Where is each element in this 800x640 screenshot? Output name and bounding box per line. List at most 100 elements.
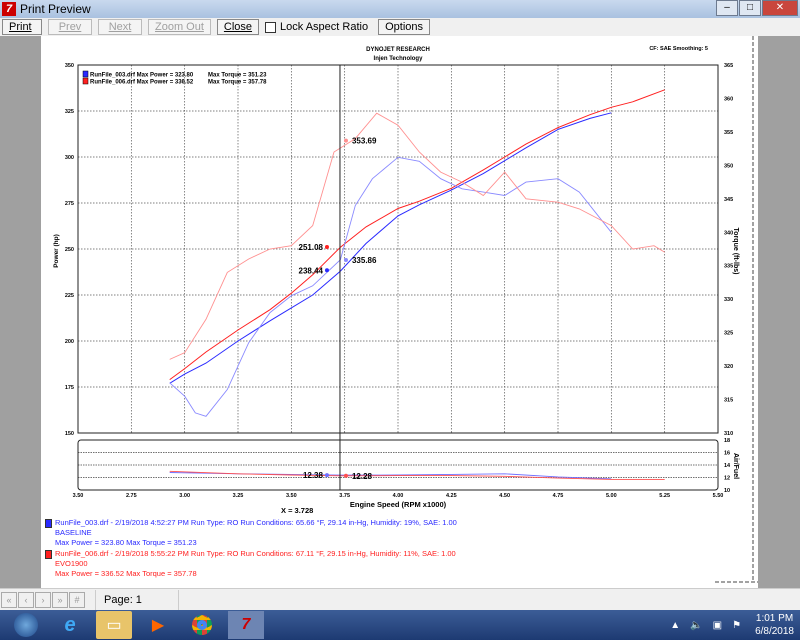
y2-tick-label: 345: [724, 197, 733, 203]
run-003-details: RunFile_003.drf - 2/19/2018 4:52:27 PM R…: [55, 518, 457, 527]
network-icon[interactable]: ▣: [712, 619, 723, 631]
marker-label-afr_006: 12.28: [352, 472, 373, 481]
y-tick-label: 175: [65, 385, 74, 391]
lock-aspect-label: Lock Aspect Ratio: [280, 21, 369, 33]
media-player-icon[interactable]: ▶: [151, 617, 165, 634]
volume-icon[interactable]: 🔈: [690, 619, 703, 631]
y-tick-label: 250: [65, 247, 74, 253]
run-info-006: RunFile_006.drf - 2/19/2018 5:55:22 PM R…: [45, 549, 456, 579]
curve-torque_003: [169, 156, 612, 417]
x-tick-label: 4.25: [446, 493, 457, 499]
y2-tick-label: 335: [724, 264, 733, 270]
checkbox-box[interactable]: [265, 21, 277, 33]
cursor-x-readout: X = 3.728: [281, 506, 313, 515]
y3-axis-label: Air/Fuel: [732, 453, 739, 479]
y2-tick-label: 330: [724, 297, 733, 303]
marker-power_006: [324, 245, 329, 250]
report-title: DYNOJET RESEARCH: [366, 47, 430, 53]
y2-tick-label: 355: [724, 130, 733, 136]
options-button[interactable]: Options: [378, 19, 431, 35]
window-title: Print Preview: [20, 2, 91, 16]
marker-label-torque_006: 353.69: [352, 137, 377, 146]
y-tick-label: 200: [65, 339, 74, 345]
legend-006-torque: Max Torque = 357.78: [208, 80, 267, 86]
title-bar: 7 Print Preview – □ ✕: [0, 0, 800, 18]
y-tick-label: 275: [65, 201, 74, 207]
dynojet-app-icon[interactable]: 7: [228, 611, 264, 639]
marker-power_003: [324, 268, 329, 273]
next-button[interactable]: Next: [98, 19, 142, 35]
main-plot-frame: [77, 64, 719, 434]
dyno-chart: DYNOJET RESEARCH Injen Technology CF: SA…: [53, 36, 758, 583]
y2-tick-label: 320: [724, 364, 733, 370]
taskbar: e ▭ ▶ 7 ▲ 🔈 ▣ ⚑ 1:01 PM 6/8/2018: [0, 610, 800, 640]
x-tick-label: 3.00: [179, 493, 190, 499]
marker-torque_003: [343, 257, 348, 262]
clock[interactable]: 1:01 PM 6/8/2018: [755, 612, 794, 638]
minimize-button[interactable]: –: [716, 0, 738, 16]
x-tick-label: 4.50: [499, 493, 510, 499]
prev-button[interactable]: Prev: [48, 19, 92, 35]
x-tick-label: 3.25: [233, 493, 244, 499]
x-tick-label: 4.75: [553, 493, 564, 499]
y2-tick-label: 315: [724, 398, 733, 404]
curve-power_003: [169, 112, 612, 384]
last-page-button[interactable]: »: [52, 591, 68, 608]
goto-page-button[interactable]: #: [69, 591, 85, 608]
run-info-003: RunFile_003.drf - 2/19/2018 4:52:27 PM R…: [45, 518, 457, 548]
x-tick-label: 4.00: [393, 493, 404, 499]
toolbar: Print Prev Next Zoom Out Close Lock Aspe…: [0, 18, 800, 36]
report-subtitle: Injen Technology: [374, 56, 424, 62]
zoom-out-button[interactable]: Zoom Out: [148, 19, 211, 35]
y2-tick-label: 350: [724, 163, 733, 169]
legend-swatch-003: [82, 70, 89, 78]
chrome-icon[interactable]: [184, 611, 220, 639]
print-button[interactable]: Print: [2, 19, 42, 35]
status-bar: « ‹ › » # Page: 1: [0, 588, 800, 610]
close-button[interactable]: Close: [216, 19, 260, 35]
y3-tick-label: 10: [724, 488, 730, 494]
marker-afr_003: [324, 473, 329, 478]
run-006-details: RunFile_006.drf - 2/19/2018 5:55:22 PM R…: [55, 549, 456, 558]
curve-power_006: [169, 89, 665, 381]
curve-torque_006: [169, 112, 665, 360]
print-page: DYNOJET RESEARCH Injen Technology CF: SA…: [41, 36, 758, 588]
y-tick-label: 225: [65, 293, 74, 299]
x-tick-label: 2.75: [126, 493, 137, 499]
y3-tick-label: 16: [724, 451, 730, 457]
x-tick-label: 5.00: [606, 493, 617, 499]
tray-expand-icon[interactable]: ▲: [670, 619, 681, 631]
run-006-name: EVO1900: [55, 559, 88, 568]
x-axis-label: Engine Speed (RPM x1000): [350, 500, 447, 509]
legend-swatch-006: [82, 77, 89, 85]
clock-time: 1:01 PM: [755, 613, 794, 624]
y-tick-label: 350: [65, 63, 74, 69]
close-window-button[interactable]: ✕: [762, 0, 798, 16]
y3-tick-label: 14: [724, 463, 731, 469]
next-page-button[interactable]: ›: [35, 591, 51, 608]
internet-explorer-icon[interactable]: e: [64, 613, 76, 636]
x-tick-label: 5.25: [659, 493, 670, 499]
start-button[interactable]: [8, 611, 44, 639]
y-tick-label: 300: [65, 155, 74, 161]
y-tick-label: 325: [65, 109, 74, 115]
prev-page-button[interactable]: ‹: [18, 591, 34, 608]
action-center-flag-icon[interactable]: ⚑: [732, 619, 742, 631]
app-logo-icon: 7: [2, 2, 16, 16]
clock-date: 6/8/2018: [755, 626, 794, 637]
y2-tick-label: 325: [724, 331, 733, 337]
file-explorer-icon[interactable]: ▭: [96, 611, 132, 639]
lock-aspect-checkbox[interactable]: Lock Aspect Ratio: [265, 21, 368, 33]
maximize-button[interactable]: □: [739, 0, 761, 16]
marker-label-torque_003: 335.86: [352, 256, 377, 265]
y2-tick-label: 310: [724, 431, 733, 437]
marker-afr_006: [343, 473, 348, 478]
first-page-button[interactable]: «: [1, 591, 17, 608]
marker-label-power_003: 238.44: [299, 266, 324, 275]
run-003-name: BASELINE: [55, 528, 92, 537]
system-tray: ▲ 🔈 ▣ ⚑ 1:01 PM 6/8/2018: [660, 610, 794, 640]
x-tick-label: 3.50: [286, 493, 297, 499]
x-tick-label: 3.50: [73, 493, 84, 499]
y2-tick-label: 360: [724, 96, 733, 102]
legend-003-torque: Max Torque = 351.23: [208, 73, 267, 79]
